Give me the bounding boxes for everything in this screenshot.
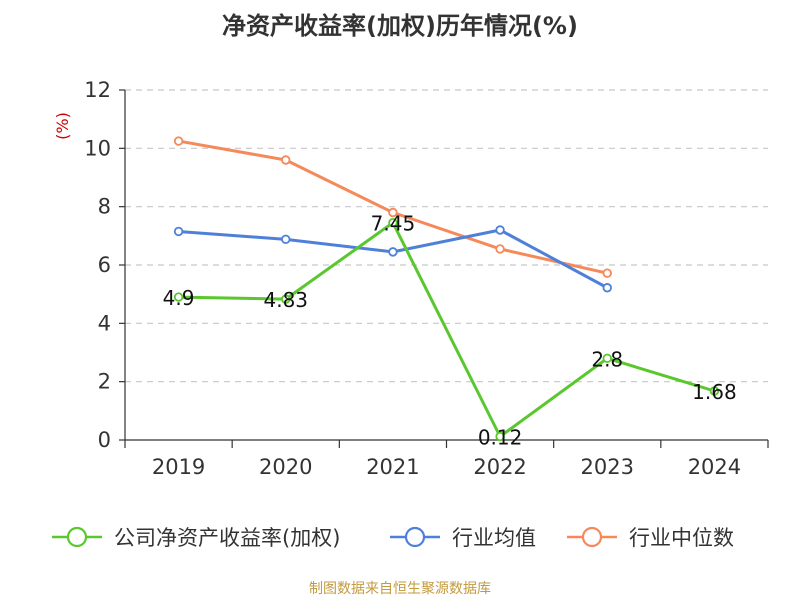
y-tick-label-10: 10 — [84, 136, 111, 160]
y-tick-label-2: 2 — [98, 370, 111, 394]
legend-label-2: 行业中位数 — [629, 526, 734, 550]
axes: 0 2 4 6 8 10 12 2019 2020 2021 2022 2023 2024 — [84, 78, 769, 479]
x-tick-label-2021: 2021 — [366, 455, 419, 479]
data-label-2021: 7.45 — [371, 212, 416, 236]
legend: 公司净资产收益率(加权) 行业均值 行业中位数 — [52, 526, 734, 550]
point-1-2022 — [495, 225, 505, 235]
series-lines — [173, 136, 720, 442]
point-1-2020 — [281, 234, 291, 245]
point-0-2023 — [602, 353, 612, 364]
legend-marker-1 — [404, 526, 426, 548]
legend-label-1: 行业均值 — [452, 526, 536, 550]
y-tick-label-6: 6 — [98, 253, 111, 277]
source-note: 制图数据来自恒生聚源数据库 — [309, 581, 491, 597]
legend-marker-0 — [66, 526, 88, 548]
point-2-2022 — [495, 244, 505, 254]
data-label-2019: 4.9 — [163, 286, 195, 310]
point-1-2021 — [388, 247, 398, 257]
point-2-2023 — [602, 268, 612, 278]
data-label-2020: 4.83 — [263, 288, 308, 312]
chart-title: 净资产收益率(加权)历年情况(%) — [222, 12, 578, 40]
y-tick-label-8: 8 — [98, 195, 111, 219]
point-0-2021 — [388, 218, 398, 228]
point-1-2019 — [173, 226, 184, 237]
x-tick-label-2022: 2022 — [473, 455, 526, 479]
y-axis-label: (%) — [53, 112, 72, 140]
data-label-2024: 1.68 — [692, 380, 737, 404]
x-tick-label-2019: 2019 — [152, 455, 205, 479]
x-tick-label-2024: 2024 — [688, 455, 741, 479]
point-0-2020 — [281, 294, 291, 304]
series-line-0 — [178, 221, 715, 438]
point-0-2019 — [173, 292, 184, 302]
point-0-2022 — [495, 431, 505, 442]
x-tick-label-2020: 2020 — [259, 455, 312, 479]
x-tick-label-2023: 2023 — [581, 455, 634, 479]
point-2-2019 — [173, 136, 184, 146]
y-tick-label-4: 4 — [98, 311, 111, 335]
point-0-2024 — [709, 386, 720, 396]
point-2-2021 — [388, 207, 398, 218]
data-label-2023: 2.8 — [591, 347, 623, 371]
point-2-2020 — [281, 155, 291, 165]
y-tick-label-0: 0 — [98, 428, 111, 452]
point-1-2023 — [602, 283, 612, 293]
y-tick-label-12: 12 — [84, 78, 111, 102]
data-labels: 4.9 4.83 7.45 0.12 2.8 1.68 — [163, 212, 737, 450]
grid-lines — [125, 89, 768, 383]
legend-marker-2 — [581, 526, 603, 548]
data-label-2022: 0.12 — [478, 426, 523, 450]
legend-label-0: 公司净资产收益率(加权) — [114, 526, 340, 550]
